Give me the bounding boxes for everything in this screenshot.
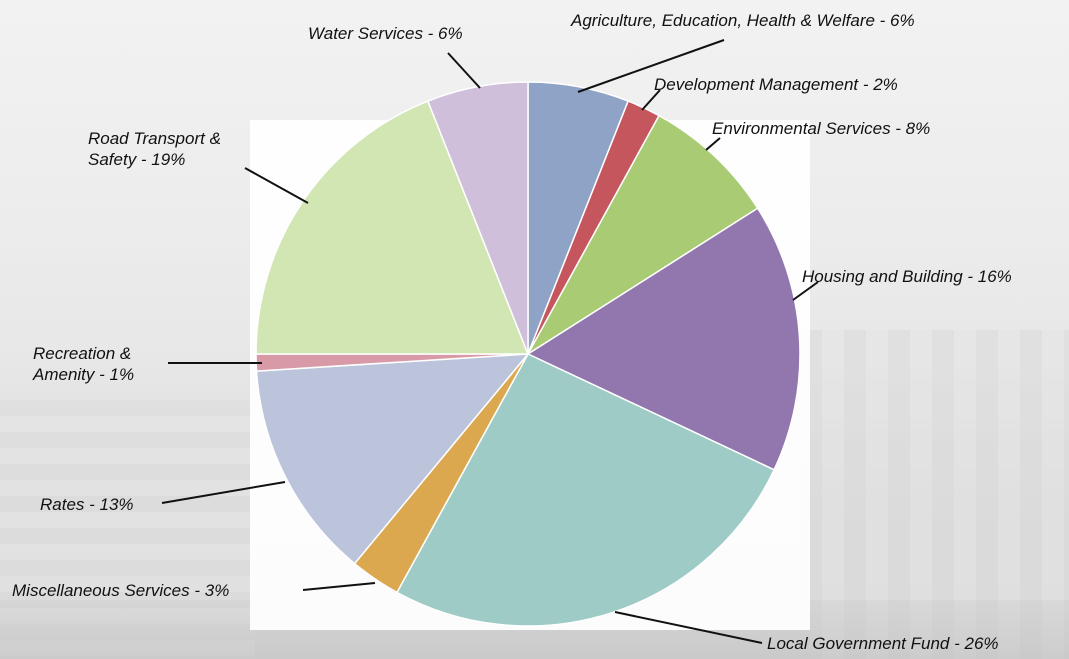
slice-label-road-line2: Safety - 19%: [88, 150, 186, 169]
leader-line-environmental: [705, 137, 721, 151]
pie-slices: [255, 81, 801, 627]
slice-label-recreation-line2: Amenity - 1%: [33, 365, 135, 384]
slice-label-water: Water Services - 6%: [308, 24, 463, 43]
leader-line-road: [244, 167, 309, 204]
pie-slice-environmental-services: [527, 114, 759, 355]
slice-label-environmental: Environmental Services - 8%: [712, 119, 931, 138]
leader-line-housing: [792, 281, 819, 301]
slice-label-rates: Rates - 13%: [40, 495, 134, 514]
leader-line-lgf: [614, 611, 763, 644]
leader-line-development: [641, 89, 661, 111]
leader-lines: [161, 39, 819, 644]
pie-slice-housing-and-building: [526, 207, 801, 471]
slice-label-lgf: Local Government Fund - 26%: [767, 634, 999, 653]
pie-slice-rates: [255, 353, 530, 565]
leader-line-rates: [161, 481, 286, 504]
slice-label-housing: Housing and Building - 16%: [802, 267, 1012, 286]
leader-line-agriculture: [577, 39, 725, 93]
leader-line-misc: [302, 582, 376, 591]
slice-label-development: Development Management - 2%: [654, 75, 898, 94]
slice-label-road-line1: Road Transport &: [88, 129, 221, 148]
slice-label-recreation: Recreation & Amenity - 1%: [33, 343, 134, 385]
pie-slice-water-services: [426, 81, 529, 355]
slice-label-agriculture: Agriculture, Education, Health & Welfare…: [571, 11, 915, 30]
slice-label-recreation-line1: Recreation &: [33, 344, 132, 363]
leader-line-water: [447, 52, 481, 89]
slice-label-road: Road Transport & Safety - 19%: [88, 128, 221, 170]
slice-label-misc: Miscellaneous Services - 3%: [12, 581, 230, 600]
